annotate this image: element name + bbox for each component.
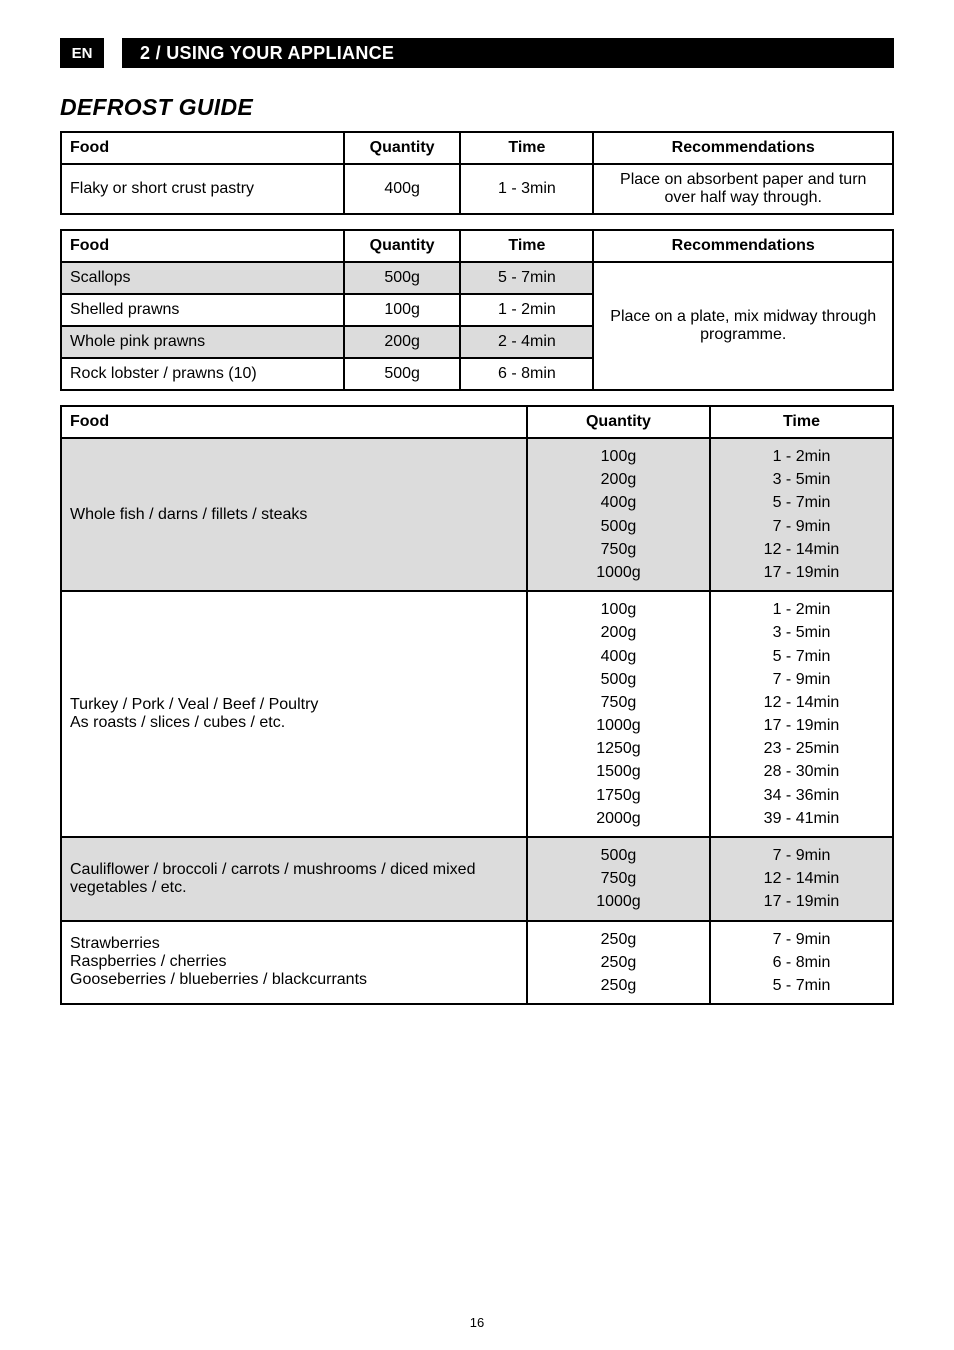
cell-qty: 100g 200g 400g 500g 750g 1000g 1250g 150…: [527, 591, 710, 837]
cell-food: Strawberries Raspberries / cherries Goos…: [61, 921, 527, 1005]
cell-food: Turkey / Pork / Veal / Beef / Poultry As…: [61, 591, 527, 837]
section-title: DEFROST GUIDE: [60, 94, 894, 121]
lang-code: EN: [72, 45, 93, 62]
cell-qty: 400g: [344, 164, 460, 214]
cell-rec: Place on a plate, mix midway through pro…: [593, 262, 893, 390]
cell-food: Whole pink prawns: [61, 326, 344, 358]
table-header-row: Food Quantity Time Recommendations: [61, 132, 893, 164]
cell-food: Cauliflower / broccoli / carrots / mushr…: [61, 837, 527, 921]
col-food: Food: [61, 406, 527, 438]
table-row: Flaky or short crust pastry 400g 1 - 3mi…: [61, 164, 893, 214]
table-row: Whole fish / darns / fillets / steaks 10…: [61, 438, 893, 591]
table-header-row: Food Quantity Time: [61, 406, 893, 438]
cell-food: Whole fish / darns / fillets / steaks: [61, 438, 527, 591]
lang-code-box: EN: [60, 38, 104, 68]
cell-food: Rock lobster / prawns (10): [61, 358, 344, 390]
section-header-bar: EN 2 / USING YOUR APPLIANCE: [60, 38, 894, 68]
table-header-row: Food Quantity Time Recommendations: [61, 230, 893, 262]
col-time: Time: [710, 406, 893, 438]
col-quantity: Quantity: [527, 406, 710, 438]
col-recommendations: Recommendations: [593, 230, 893, 262]
table-row: Cauliflower / broccoli / carrots / mushr…: [61, 837, 893, 921]
table-row: Strawberries Raspberries / cherries Goos…: [61, 921, 893, 1005]
col-time: Time: [460, 230, 593, 262]
cell-time: 1 - 3min: [460, 164, 593, 214]
cell-qty: 200g: [344, 326, 460, 358]
chapter-title-box: 2 / USING YOUR APPLIANCE: [122, 38, 894, 68]
col-food: Food: [61, 230, 344, 262]
defrost-table-2: Food Quantity Time Recommendations Scall…: [60, 229, 894, 391]
cell-qty: 500g: [344, 358, 460, 390]
chapter-title: 2 / USING YOUR APPLIANCE: [140, 43, 394, 64]
col-recommendations: Recommendations: [593, 132, 893, 164]
cell-time: 6 - 8min: [460, 358, 593, 390]
table-row: Turkey / Pork / Veal / Beef / Poultry As…: [61, 591, 893, 837]
cell-time: 7 - 9min 6 - 8min 5 - 7min: [710, 921, 893, 1005]
cell-qty: 250g 250g 250g: [527, 921, 710, 1005]
cell-time: 1 - 2min 3 - 5min 5 - 7min 7 - 9min 12 -…: [710, 591, 893, 837]
cell-time: 2 - 4min: [460, 326, 593, 358]
cell-qty: 500g: [344, 262, 460, 294]
cell-rec: Place on absorbent paper and turn over h…: [593, 164, 893, 214]
cell-food: Flaky or short crust pastry: [61, 164, 344, 214]
cell-food: Scallops: [61, 262, 344, 294]
cell-time: 7 - 9min 12 - 14min 17 - 19min: [710, 837, 893, 921]
cell-time: 1 - 2min: [460, 294, 593, 326]
defrost-table-1: Food Quantity Time Recommendations Flaky…: [60, 131, 894, 215]
table-row: Scallops 500g 5 - 7min Place on a plate,…: [61, 262, 893, 294]
defrost-table-3: Food Quantity Time Whole fish / darns / …: [60, 405, 894, 1005]
col-quantity: Quantity: [344, 230, 460, 262]
page-root: EN 2 / USING YOUR APPLIANCE DEFROST GUID…: [0, 0, 954, 1350]
cell-qty: 100g 200g 400g 500g 750g 1000g: [527, 438, 710, 591]
cell-time: 1 - 2min 3 - 5min 5 - 7min 7 - 9min 12 -…: [710, 438, 893, 591]
col-quantity: Quantity: [344, 132, 460, 164]
cell-food: Shelled prawns: [61, 294, 344, 326]
page-number: 16: [0, 1315, 954, 1330]
cell-time: 5 - 7min: [460, 262, 593, 294]
col-food: Food: [61, 132, 344, 164]
cell-qty: 100g: [344, 294, 460, 326]
col-time: Time: [460, 132, 593, 164]
cell-qty: 500g 750g 1000g: [527, 837, 710, 921]
